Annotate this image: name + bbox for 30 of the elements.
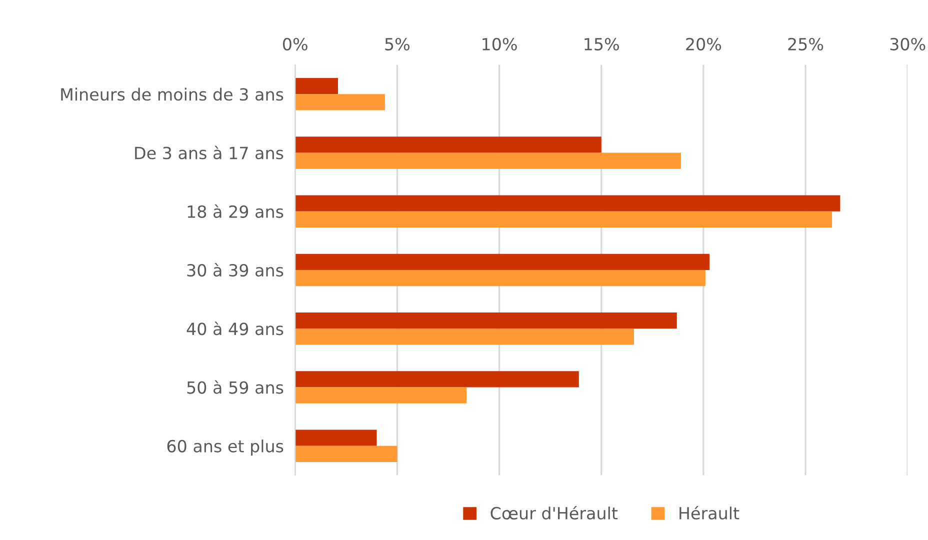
legend-label: Hérault (680, 506, 740, 520)
x-tick-label: 15% (584, 38, 619, 50)
x-tick-label: 20% (686, 38, 722, 50)
y-tick-label: 30 à 39 ans (187, 263, 284, 277)
bar (295, 94, 385, 110)
y-tick-label: De 3 ans à 17 ans (135, 146, 284, 160)
bar (295, 211, 832, 228)
y-tick-label: 60 ans et plus (167, 440, 284, 456)
bar (295, 78, 338, 94)
bar (295, 371, 579, 388)
x-tick-label: 5% (385, 38, 410, 50)
bar (295, 136, 602, 153)
y-tick-label: 18 à 29 ans (188, 204, 284, 218)
bar (295, 152, 681, 169)
legend-label: Cœur d'Hérault (490, 506, 618, 520)
bar (295, 328, 634, 345)
y-tick-label: 40 à 49 ans (186, 322, 284, 336)
y-tick-label: 50 à 59 ans (187, 380, 284, 394)
bar (295, 195, 840, 212)
x-tick-label: 25% (788, 38, 824, 50)
x-tick-label: 10% (482, 38, 517, 50)
bar (295, 387, 467, 404)
y-tick-label: Mineurs de moins de 3 ans (61, 88, 284, 101)
bar (295, 254, 710, 270)
bar (295, 312, 677, 329)
x-tick-label: 30% (890, 38, 926, 50)
bar (295, 430, 377, 446)
x-tick-label: 0% (282, 38, 308, 50)
bar (295, 270, 706, 286)
bar (295, 446, 398, 462)
